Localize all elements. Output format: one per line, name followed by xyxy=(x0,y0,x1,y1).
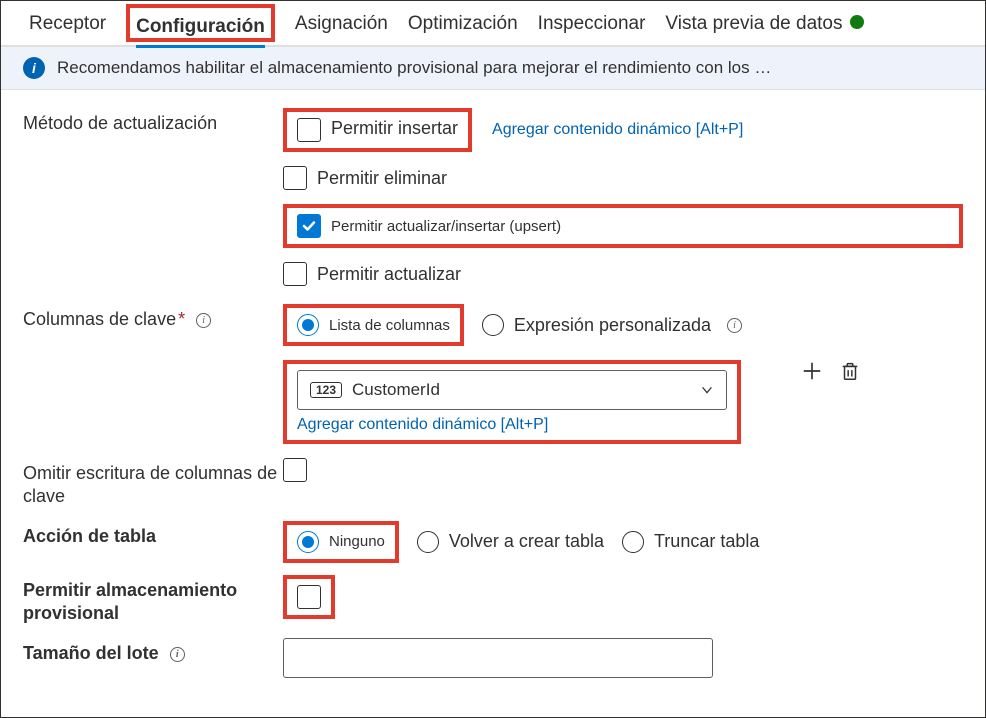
chevron-down-icon xyxy=(700,383,714,397)
key-column-select[interactable]: 123 CustomerId xyxy=(297,370,727,410)
plus-icon[interactable] xyxy=(801,360,823,382)
row-key-columns: Columnas de clave* i Lista de columnas E… xyxy=(23,304,963,444)
label-allow-staging: Permitir almacenamiento provisional xyxy=(23,575,283,626)
label-key-columns-text: Columnas de clave xyxy=(23,309,176,329)
info-circle-icon[interactable]: i xyxy=(170,647,185,662)
checkbox-update[interactable] xyxy=(283,262,307,286)
radio-ninguno[interactable] xyxy=(297,531,319,553)
radio-truncar[interactable] xyxy=(622,531,644,553)
key-column-select-value: CustomerId xyxy=(352,380,690,400)
checkbox-update-label: Permitir actualizar xyxy=(317,264,461,285)
tab-bar: Receptor Configuración Asignación Optimi… xyxy=(1,1,985,46)
checkbox-insert[interactable] xyxy=(297,118,321,142)
radio-lista-columnas-label: Lista de columnas xyxy=(329,317,450,334)
tab-inspeccionar[interactable]: Inspeccionar xyxy=(538,13,646,45)
row-allow-staging: Permitir almacenamiento provisional xyxy=(23,575,963,626)
checkbox-skip-key-write[interactable] xyxy=(283,458,307,482)
label-table-action: Acción de tabla xyxy=(23,521,283,548)
highlight-ninguno: Ninguno xyxy=(283,521,399,563)
form: Método de actualización Permitir inserta… xyxy=(1,90,985,708)
batch-size-input[interactable] xyxy=(283,638,713,678)
tab-configuracion-highlight: Configuración xyxy=(126,4,275,42)
tab-configuracion[interactable]: Configuración xyxy=(136,16,265,47)
highlight-insert: Permitir insertar xyxy=(283,108,472,152)
tab-optimizacion[interactable]: Optimización xyxy=(408,13,518,45)
radio-recrear-label: Volver a crear tabla xyxy=(449,531,604,552)
row-update-method: Método de actualización Permitir inserta… xyxy=(23,108,963,286)
checkbox-delete-label: Permitir eliminar xyxy=(317,168,447,189)
radio-expresion-label: Expresión personalizada xyxy=(514,315,711,336)
info-icon: i xyxy=(23,57,45,79)
highlight-allow-staging xyxy=(283,575,335,619)
tab-asignacion[interactable]: Asignación xyxy=(295,13,388,45)
radio-lista-columnas[interactable] xyxy=(297,314,319,336)
row-batch-size: Tamaño del lote i xyxy=(23,638,963,678)
trash-icon[interactable] xyxy=(839,360,861,382)
type-badge: 123 xyxy=(310,382,342,398)
radio-truncar-label: Truncar tabla xyxy=(654,531,759,552)
info-banner: i Recomendamos habilitar el almacenamien… xyxy=(1,46,985,90)
link-dynamic-content-2[interactable]: Agregar contenido dinámico [Alt+P] xyxy=(297,416,548,434)
label-update-method: Método de actualización xyxy=(23,108,283,135)
radio-expresion[interactable] xyxy=(482,314,504,336)
info-banner-text: Recomendamos habilitar el almacenamiento… xyxy=(57,58,771,78)
highlight-lista-columnas: Lista de columnas xyxy=(283,304,464,346)
row-table-action: Acción de tabla Ninguno Volver a crear t… xyxy=(23,521,963,563)
label-key-columns: Columnas de clave* i xyxy=(23,304,283,331)
info-circle-icon[interactable]: i xyxy=(196,313,211,328)
tab-vista-previa-label: Vista previa de datos xyxy=(665,13,842,34)
highlight-upsert: Permitir actualizar/insertar (upsert) xyxy=(283,204,963,248)
checkbox-allow-staging[interactable] xyxy=(297,585,321,609)
label-batch-size-text: Tamaño del lote xyxy=(23,643,159,663)
checkbox-delete[interactable] xyxy=(283,166,307,190)
tab-receptor[interactable]: Receptor xyxy=(29,13,106,45)
radio-recrear[interactable] xyxy=(417,531,439,553)
link-dynamic-content-1[interactable]: Agregar contenido dinámico [Alt+P] xyxy=(492,121,743,139)
info-circle-icon[interactable]: i xyxy=(727,318,742,333)
row-skip-key-write: Omitir escritura de columnas de clave xyxy=(23,458,963,509)
tab-vista-previa[interactable]: Vista previa de datos xyxy=(665,13,863,45)
highlight-key-column-select: 123 CustomerId Agregar contenido dinámic… xyxy=(283,360,741,444)
checkbox-upsert-label: Permitir actualizar/insertar (upsert) xyxy=(331,218,561,235)
label-batch-size: Tamaño del lote i xyxy=(23,638,283,665)
label-skip-key-write: Omitir escritura de columnas de clave xyxy=(23,458,283,509)
radio-ninguno-label: Ninguno xyxy=(329,533,385,550)
checkbox-insert-label: Permitir insertar xyxy=(331,118,458,142)
checkbox-upsert[interactable] xyxy=(297,214,321,238)
status-dot-icon xyxy=(850,15,864,29)
